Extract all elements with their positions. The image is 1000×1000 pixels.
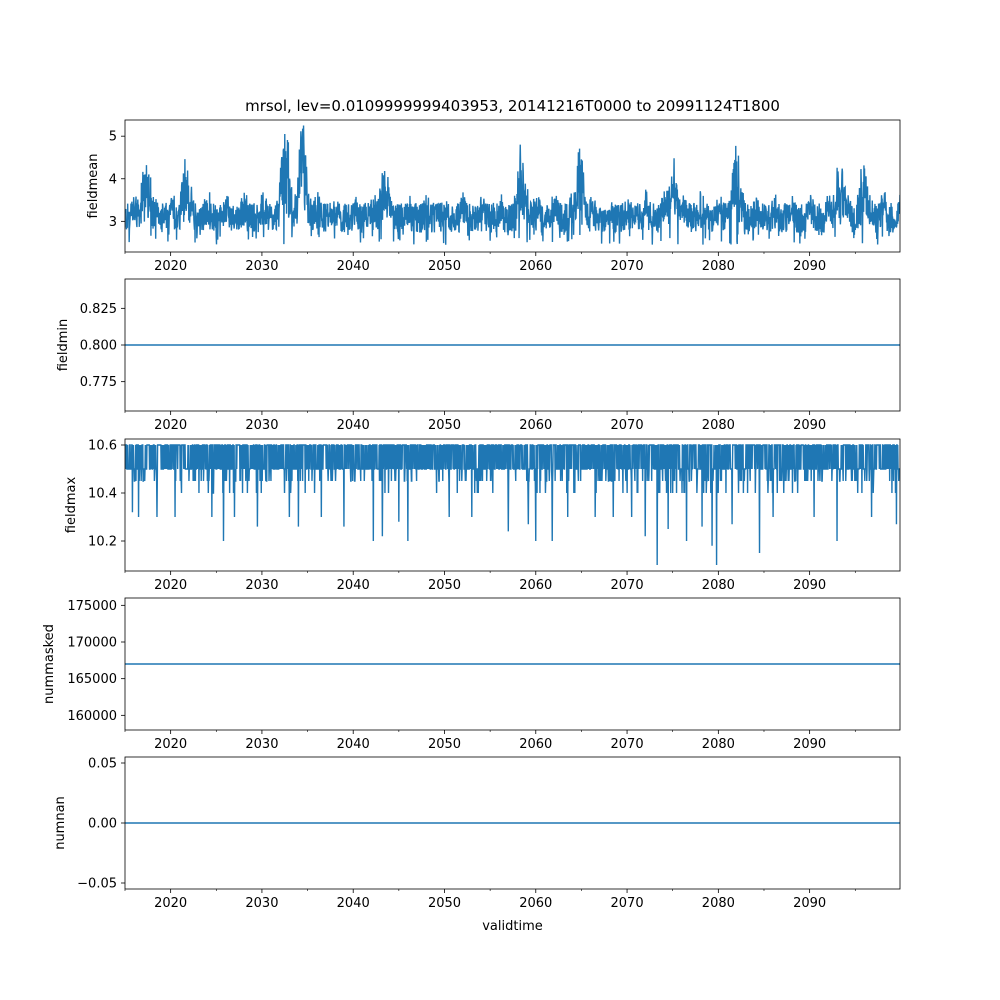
figure-title: mrsol, lev=0.0109999999403953, 20141216T…: [245, 97, 780, 115]
series-line-fieldmean: [125, 125, 900, 245]
x-tick-label: 2020: [154, 737, 187, 752]
axes-frame: [124, 597, 901, 731]
x-tick-label: 2030: [245, 418, 278, 433]
y-tick-label: 0.05: [88, 757, 117, 772]
x-tick-label: 2040: [337, 896, 370, 911]
panel-numnan: −0.05 0.00 0.05 2020 2030 2040 2050 2060 2070 208…: [53, 757, 901, 911]
y-tick-label: 165000: [67, 672, 117, 687]
x-tick-label: 2050: [428, 578, 461, 593]
x-tick-label: 2030: [245, 259, 278, 274]
panel-fieldmean: 3 4 5 2020 2030 2040 2050 2060 2070 2080 2090 field…: [86, 119, 901, 274]
x-tick-label: 2030: [245, 737, 278, 752]
x-tick-label: 2020: [154, 418, 187, 433]
panel-fieldmin: 0.775 0.800 0.825 2020 2030 2040 2050 2060 2070 2…: [56, 278, 901, 433]
x-tick-label: 2080: [702, 896, 735, 911]
x-tick-label: 2020: [154, 896, 187, 911]
y-tick-label: 0.825: [80, 302, 117, 317]
x-tick-label: 2030: [245, 896, 278, 911]
x-tick-label: 2060: [519, 896, 552, 911]
x-tick-label: 2030: [245, 578, 278, 593]
y-axis-label: fieldmax: [64, 477, 79, 534]
x-tick-label: 2040: [337, 578, 370, 593]
y-axis-label: fieldmean: [86, 154, 101, 219]
series-line-fieldmax: [125, 444, 900, 566]
x-tick-label: 2080: [702, 578, 735, 593]
axes-frame: [124, 119, 901, 253]
y-tick-label: 4: [109, 172, 117, 187]
y-axis-label: numnan: [53, 796, 68, 850]
y-tick-label: 10.4: [88, 487, 117, 502]
axes-frame: [124, 438, 901, 572]
y-tick-label: −0.05: [77, 877, 117, 892]
x-tick-label: 2060: [519, 259, 552, 274]
y-tick-label: 170000: [67, 636, 117, 651]
x-tick-label: 2040: [337, 737, 370, 752]
x-tick-label: 2070: [611, 896, 644, 911]
x-tick-label: 2050: [428, 418, 461, 433]
x-tick-label: 2090: [793, 896, 826, 911]
x-tick-label: 2050: [428, 737, 461, 752]
x-tick-label: 2070: [611, 418, 644, 433]
y-tick-label: 10.6: [88, 439, 117, 454]
y-tick-label: 0.800: [80, 339, 117, 354]
y-tick-label: 0.00: [88, 817, 117, 832]
x-tick-label: 2060: [519, 578, 552, 593]
y-axis-label: fieldmin: [56, 319, 71, 372]
x-tick-label: 2040: [337, 259, 370, 274]
y-axis-label: nummasked: [42, 624, 57, 704]
y-tick-label: 175000: [67, 599, 117, 614]
x-tick-label: 2020: [154, 259, 187, 274]
panel-fieldmax: 10.2 10.4 10.6 2020 2030 2040 2050 2060 2070 2080…: [64, 438, 901, 593]
y-tick-label: 3: [109, 215, 117, 230]
x-tick-label: 2040: [337, 418, 370, 433]
x-tick-label: 2060: [519, 418, 552, 433]
x-tick-label: 2080: [702, 737, 735, 752]
y-tick-label: 0.775: [80, 375, 117, 390]
x-tick-label: 2020: [154, 578, 187, 593]
x-tick-label: 2090: [793, 259, 826, 274]
x-tick-label: 2090: [793, 737, 826, 752]
x-tick-label: 2060: [519, 737, 552, 752]
x-tick-label: 2090: [793, 418, 826, 433]
y-tick-label: 5: [109, 130, 117, 145]
x-tick-label: 2080: [702, 418, 735, 433]
panels: 3 4 5 2020 2030 2040 2050 2060 2070 2080 2090 field…: [42, 119, 901, 911]
x-tick-label: 2090: [793, 578, 826, 593]
x-tick-label: 2050: [428, 896, 461, 911]
panel-nummasked: 160000 165000 170000 175000 2020 2030 2040 2050…: [42, 597, 901, 752]
x-tick-label: 2070: [611, 259, 644, 274]
x-tick-label: 2070: [611, 578, 644, 593]
x-axis-label: validtime: [482, 919, 543, 934]
x-tick-label: 2050: [428, 259, 461, 274]
y-tick-label: 160000: [67, 709, 117, 724]
x-tick-label: 2080: [702, 259, 735, 274]
x-tick-label: 2070: [611, 737, 644, 752]
y-tick-label: 10.2: [88, 535, 117, 550]
